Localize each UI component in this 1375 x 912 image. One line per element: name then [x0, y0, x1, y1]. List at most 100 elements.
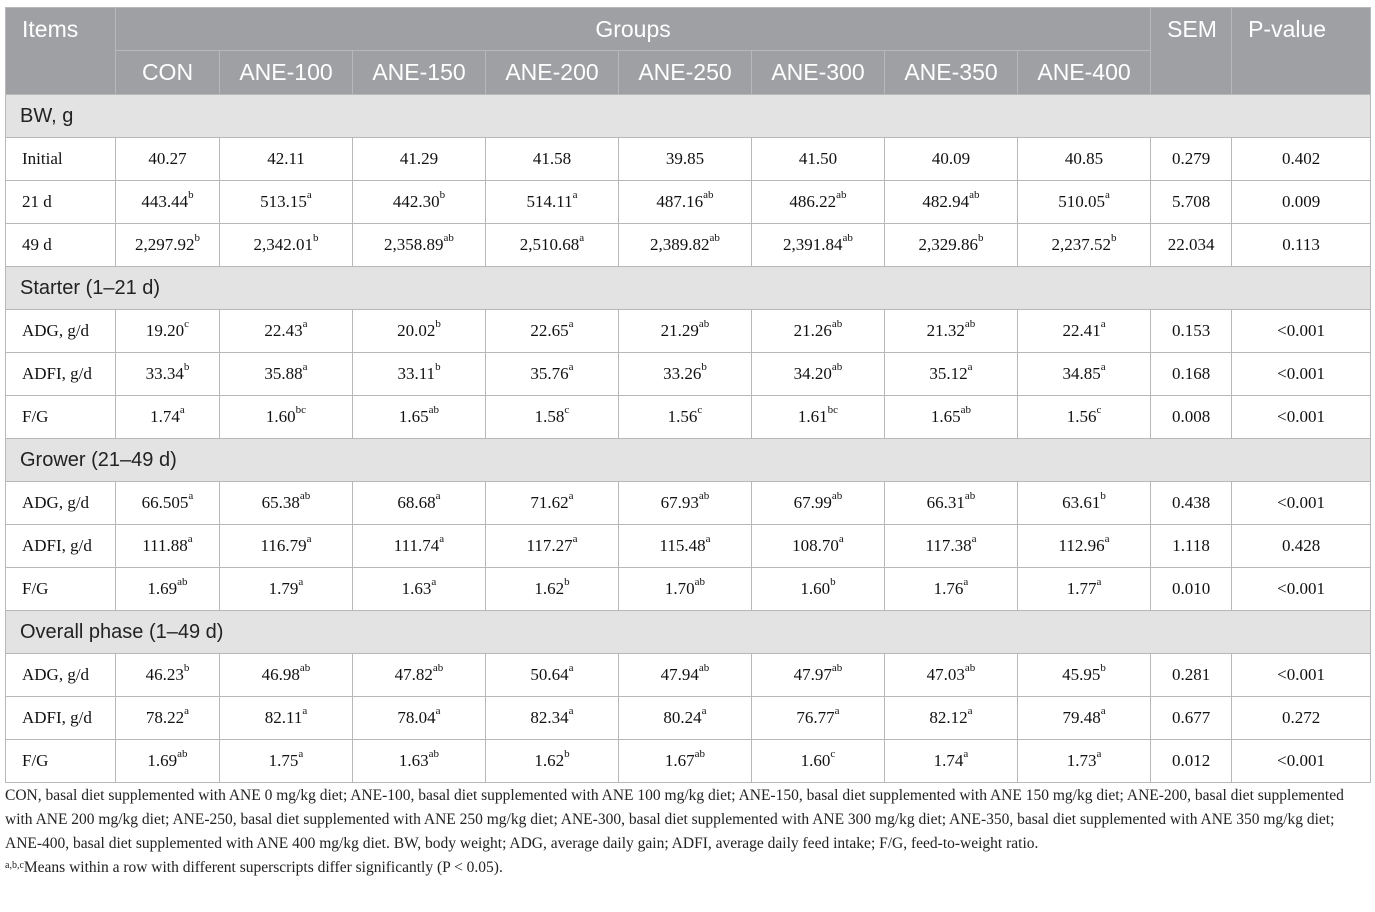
value-number: 1.63 [398, 751, 429, 770]
value-cell: 1.62b [485, 567, 619, 611]
group-header-con: CON [115, 50, 220, 95]
value-cell: 50.64a [485, 653, 619, 697]
value-superscript: a [568, 318, 574, 330]
performance-table: Items Groups SEM P-value CON ANE-100 ANE-1… [4, 7, 1372, 783]
value-number: 116.79 [260, 536, 307, 555]
value-number: 68.68 [397, 493, 436, 512]
value-cell: 82.34a [485, 696, 619, 740]
table-row: ADFI, g/d 78.22a 82.11a 78.04a 82.34a 80.24a 7… [5, 696, 1372, 740]
value-number: 513.15 [260, 192, 307, 211]
value-cell: 117.38a [884, 524, 1018, 568]
value-cell: 1.61bc [751, 395, 885, 439]
value-cell: 63.61b [1016, 481, 1152, 525]
table-body: BW, g Initial 40.27 42.11 41.29 41.58 39.85 41.… [4, 94, 1372, 783]
significance-text: Means within a row with different supers… [23, 859, 503, 876]
value-superscript: ab [177, 576, 188, 588]
value-cell: 33.34b [115, 352, 220, 396]
value-cell: 68.68a [352, 481, 486, 525]
value-number: 1.60 [265, 407, 296, 426]
value-superscript: a [1100, 318, 1106, 330]
value-superscript: b [564, 748, 570, 760]
value-superscript: b [183, 662, 190, 674]
sem-header: SEM [1150, 7, 1233, 95]
value-cell: 111.88a [115, 524, 220, 568]
value-cell: 2,389.82ab [618, 223, 752, 267]
value-number: 1.76 [933, 579, 964, 598]
value-superscript: a [435, 490, 441, 502]
value-cell: 82.11a [219, 696, 353, 740]
value-superscript: ab [698, 662, 710, 674]
value-cell: 46.98ab [219, 653, 353, 697]
value-cell: 35.12a [884, 352, 1018, 396]
value-number: 2,342.01 [253, 235, 314, 254]
table-container: Items Groups SEM P-value CON ANE-100 ANE-1… [4, 7, 1372, 783]
section-title: Starter (1–21 d) [4, 266, 1372, 310]
pvalue-cell: <0.001 [1231, 567, 1372, 611]
value-cell: 78.22a [115, 696, 220, 740]
value-cell: 116.79a [219, 524, 353, 568]
value-superscript: b [830, 576, 836, 588]
value-cell: 514.11a [485, 180, 619, 224]
value-superscript: a [963, 748, 969, 760]
value-cell: 19.20c [115, 309, 220, 353]
value-superscript: ab [831, 318, 843, 330]
value-cell: 66.505a [115, 481, 220, 525]
value-superscript: a [579, 232, 585, 244]
pvalue-cell: <0.001 [1231, 352, 1372, 396]
value-superscript: a [963, 576, 969, 588]
value-number: 35.88 [264, 364, 303, 383]
value-number: 442.30 [392, 192, 440, 211]
value-superscript: a [568, 705, 574, 717]
table-footnotes: CON, basal diet supplemented with ANE 0 … [5, 784, 1370, 880]
value-superscript: a [187, 533, 193, 545]
value-superscript: b [439, 189, 446, 201]
value-number: 82.12 [929, 708, 968, 727]
value-cell: 67.93ab [618, 481, 752, 525]
value-number: 45.95 [1062, 665, 1101, 684]
value-superscript: c [697, 404, 703, 416]
value-superscript: ab [703, 189, 714, 201]
value-number: 40.85 [1064, 149, 1104, 168]
value-number: 1.65 [398, 407, 429, 426]
value-superscript: bc [827, 404, 839, 416]
value-cell: 35.76a [485, 352, 619, 396]
value-cell: 47.94ab [618, 653, 752, 697]
value-cell: 21.29ab [618, 309, 752, 353]
value-cell: 66.31ab [884, 481, 1018, 525]
value-cell: 65.38ab [219, 481, 353, 525]
value-superscript: ab [964, 490, 976, 502]
value-superscript: c [1096, 404, 1102, 416]
value-number: 117.27 [526, 536, 573, 555]
value-cell: 115.48a [618, 524, 752, 568]
value-superscript: ab [428, 404, 440, 416]
row-label: 21 d [5, 180, 116, 224]
value-superscript: b [313, 232, 319, 244]
value-superscript: b [183, 361, 190, 373]
value-number: 486.22 [789, 192, 837, 211]
value-number: 112.96 [1058, 536, 1105, 555]
value-cell: 1.65ab [884, 395, 1018, 439]
value-number: 487.16 [656, 192, 704, 211]
value-cell: 513.15a [219, 180, 353, 224]
value-superscript: a [1096, 576, 1102, 588]
value-cell: 2,297.92b [115, 223, 220, 267]
value-number: 78.22 [145, 708, 185, 727]
value-cell: 76.77a [751, 696, 885, 740]
row-label: ADFI, g/d [5, 696, 116, 740]
value-superscript: ab [831, 361, 843, 373]
value-superscript: b [435, 318, 441, 330]
row-label: ADFI, g/d [5, 352, 116, 396]
value-number: 111.88 [142, 536, 188, 555]
value-superscript: a [1104, 533, 1110, 545]
value-cell: 486.22ab [751, 180, 885, 224]
value-superscript: b [978, 232, 984, 244]
value-superscript: ab [443, 232, 454, 244]
value-number: 76.77 [796, 708, 835, 727]
value-number: 66.31 [926, 493, 965, 512]
value-superscript: a [967, 705, 973, 717]
sem-cell: 0.168 [1150, 352, 1233, 396]
significance-note: a,b,cMeans within a row with different s… [5, 856, 1370, 880]
value-cell: 67.99ab [751, 481, 885, 525]
group-header-ane-400: ANE-400 [1016, 50, 1152, 95]
value-number: 117.38 [925, 536, 972, 555]
